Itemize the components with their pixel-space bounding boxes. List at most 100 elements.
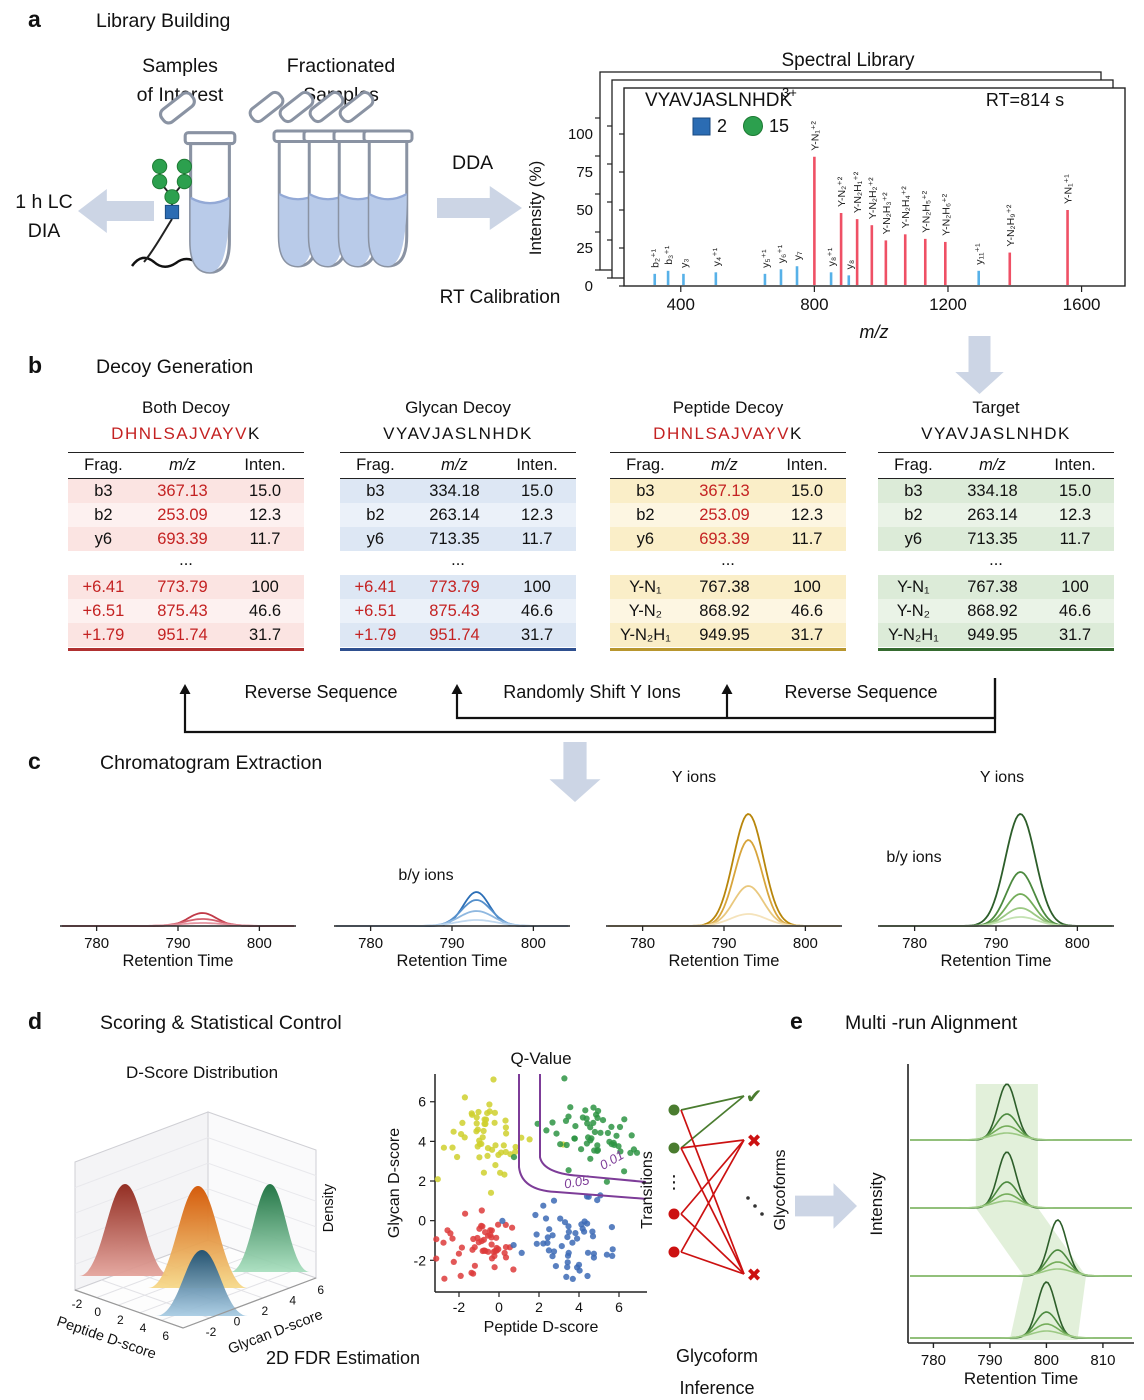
y-axis-label: Intensity (%) [526, 161, 545, 255]
glycan-decoy-point [549, 1232, 556, 1239]
both-decoy-point [495, 1246, 502, 1253]
block-arrow-shape [955, 336, 1004, 394]
peptide-decoy-point [468, 1110, 475, 1117]
glycan-decoy-point [589, 1228, 596, 1235]
glycan-decoy-point [574, 1264, 581, 1271]
table-cell: y6 [904, 529, 923, 548]
x-tick-label: 6 [615, 1299, 623, 1315]
legend-circle-icon [743, 116, 763, 136]
x-axis-label: Peptide D-score [484, 1319, 599, 1336]
table-row: +6.51 875.43 46.6 [68, 599, 304, 623]
peptide-decoy-point [476, 1137, 483, 1144]
peptide-decoy-point [440, 1144, 447, 1151]
glycan-decoy-point [572, 1230, 579, 1237]
peak-label: Y-N₂H₂⁺² [867, 177, 879, 219]
both-decoy-point [440, 1239, 447, 1246]
glycan-decoy-point [569, 1239, 576, 1246]
xic-both-decoy: 780 790 800 Retention Time [60, 912, 296, 970]
transition-node [668, 1246, 680, 1258]
column-header: m/z [169, 456, 196, 474]
both-decoy-point [433, 1236, 440, 1243]
column-header: m/z [441, 456, 468, 474]
column-header: m/z [711, 456, 738, 474]
x-tick-label: 800 [800, 295, 828, 314]
target-point [613, 1132, 620, 1139]
table-cell: 11.7 [1059, 529, 1091, 548]
table-row: Y-N₂H₁ 949.95 31.7 [878, 623, 1114, 647]
table-cell: 693.39 [157, 529, 208, 548]
peptide-decoy-point [502, 1117, 509, 1124]
x-axis-label: m/z [860, 322, 889, 342]
peptide-decoy-point [502, 1124, 509, 1131]
x-tick-label: 810 [1090, 1352, 1115, 1369]
xic-trace [336, 899, 568, 927]
target-point [597, 1129, 604, 1136]
table-cell: 12.3 [1058, 505, 1092, 524]
peak-label: Y-N₂H₉⁺² [1005, 204, 1017, 246]
peptide-decoy-point [484, 1145, 492, 1152]
table-cell: 46.6 [1058, 601, 1092, 620]
hexose-circle [176, 173, 192, 190]
peptide-sequence: DHNLSAJVAYVK [610, 424, 846, 452]
peptide-decoy-point [434, 1176, 441, 1183]
target-point [565, 1167, 572, 1174]
peptide-decoy-point [512, 1143, 519, 1151]
target-point [633, 1149, 641, 1156]
glycan-decoy-point [510, 1242, 517, 1249]
legend-square-icon [692, 117, 711, 136]
charge-label: 3+ [782, 85, 797, 100]
sequence-part: VYAVJASLNHDK [921, 424, 1071, 443]
target-point [621, 1116, 628, 1123]
table-cell: y6 [636, 529, 655, 548]
both-decoy-point [485, 1248, 492, 1255]
x-axis-label: Retention Time [397, 952, 508, 970]
lc-dia-arrow [78, 189, 154, 233]
table-body: Frag. m/z Inten. b3 334.18 15.0 b2 263.14 12.3 y6… [340, 452, 576, 651]
panel-a-to-b-arrow [955, 336, 1004, 394]
both-decoy-point [479, 1247, 486, 1255]
table-cell: 46.6 [790, 601, 824, 620]
table-cell: b2 [636, 505, 655, 524]
panel-a-label: a [28, 6, 41, 32]
peptide-decoy-point [473, 1120, 480, 1127]
glycan-decoy-point [564, 1259, 571, 1266]
x-tick-label: 800 [521, 935, 546, 952]
table-cell: 253.09 [157, 505, 208, 524]
ion-annotation: Y ions [672, 769, 716, 786]
peak-label: Y-N₂H₃⁺² [881, 192, 893, 235]
sequence-decoy-part: DHNLSAJVAYV [111, 424, 248, 443]
table-cell: b3 [904, 481, 923, 500]
inference-edge [680, 1109, 745, 1275]
inference-edge [680, 1251, 745, 1275]
panel-b-label: b [28, 352, 43, 378]
x-tick-label: 790 [977, 1352, 1002, 1369]
peptide-decoy-point [454, 1153, 461, 1161]
tube-lid [158, 91, 196, 125]
peptide-decoy-point [475, 1108, 482, 1116]
table-header: Frag. m/z Inten. [610, 452, 846, 479]
target-point [567, 1104, 574, 1111]
rt-calibration-label: RT Calibration [439, 287, 561, 308]
table-row: b2 253.09 12.3 [610, 503, 846, 527]
glycan-decoy-point [563, 1273, 570, 1280]
peptide-decoy-point [450, 1128, 457, 1135]
table-row: Y-N₂H₁ 949.95 31.7 [610, 623, 846, 647]
run-trace [910, 1200, 1132, 1209]
table-cell: 100 [793, 577, 821, 596]
peptide-decoy-point [461, 1094, 468, 1101]
sequence-part: VYAVJASLNHDK [383, 424, 533, 443]
check-icon: ✔ [746, 1086, 763, 1108]
target-point [590, 1104, 597, 1111]
table-cell: 263.14 [967, 505, 1018, 524]
glycan-decoy-point [533, 1231, 540, 1238]
peak-label: y₆⁺¹ [776, 244, 788, 263]
column-header: Inten. [516, 456, 558, 474]
both-decoy-point [488, 1241, 495, 1248]
table-cell: b3 [636, 481, 655, 500]
cross-icon: ✖ [746, 1131, 761, 1151]
panel-e-label: e [790, 1008, 803, 1034]
arrowhead [721, 684, 733, 694]
column-header: Inten. [786, 456, 828, 474]
chart-title: Q-Value [510, 1049, 571, 1068]
both-decoy-point [455, 1250, 462, 1257]
